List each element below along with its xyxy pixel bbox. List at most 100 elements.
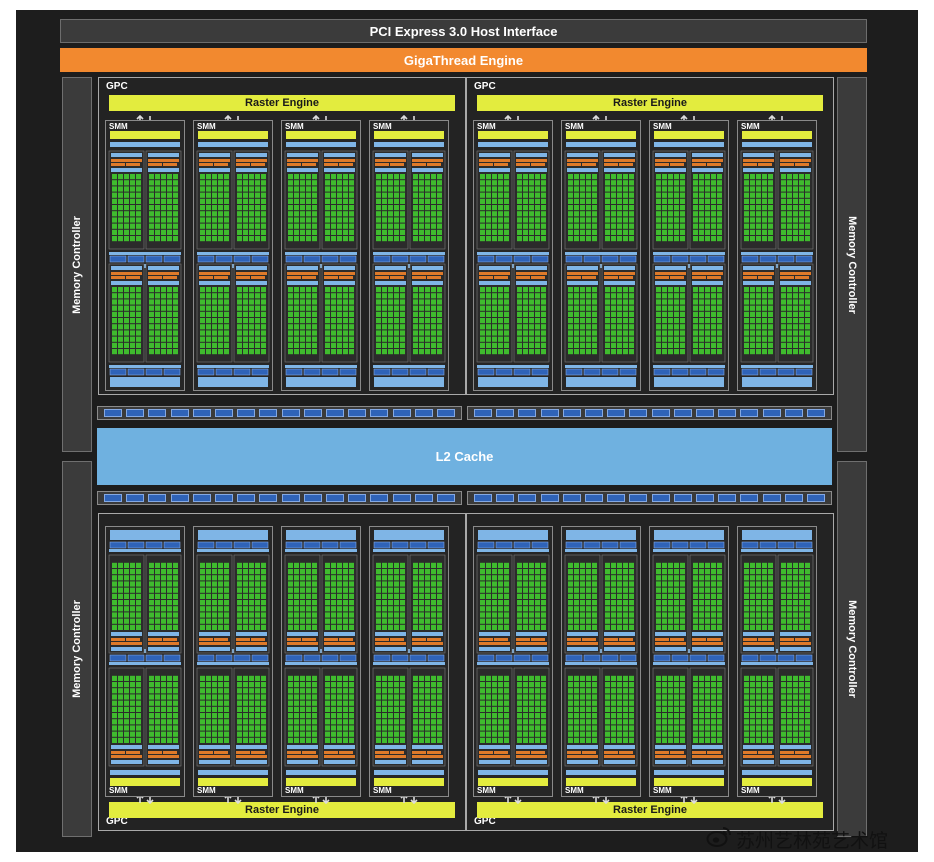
cuda-core	[793, 336, 798, 342]
cuda-core	[255, 593, 260, 599]
cuda-core	[617, 569, 622, 575]
cuda-core	[535, 293, 540, 299]
dispatch-unit	[236, 751, 250, 754]
cuda-core	[437, 236, 442, 242]
crossbar-link	[392, 494, 411, 502]
cuda-core	[167, 706, 172, 712]
cuda-core	[605, 618, 610, 624]
cuda-core	[300, 349, 305, 355]
cuda-core	[768, 349, 773, 355]
cuda-core	[394, 694, 399, 700]
cuda-core	[717, 713, 722, 719]
instruction-buffer	[324, 266, 355, 270]
cuda-core	[568, 311, 573, 317]
cuda-core	[243, 713, 248, 719]
cuda-core	[300, 287, 305, 293]
cuda-core	[112, 624, 117, 630]
cuda-core	[343, 349, 348, 355]
cuda-core	[331, 593, 336, 599]
cuda-core	[376, 700, 381, 706]
cuda-core	[592, 217, 597, 223]
shared-bus	[741, 662, 813, 665]
cuda-core	[799, 612, 804, 618]
cuda-core	[306, 713, 311, 719]
cuda-core	[568, 575, 573, 581]
cuda-core	[492, 688, 497, 694]
cuda-core	[118, 180, 123, 186]
instruction-cache	[566, 770, 636, 775]
cuda-core	[717, 324, 722, 330]
cuda-core	[218, 236, 223, 242]
dispatch-unit	[670, 638, 684, 641]
cuda-core	[306, 318, 311, 324]
cuda-core	[337, 192, 342, 198]
cuda-core	[711, 349, 716, 355]
cuda-core	[674, 700, 679, 706]
cuda-core	[762, 694, 767, 700]
cuda-core	[705, 324, 710, 330]
cuda-core	[541, 324, 546, 330]
cuda-core	[504, 217, 509, 223]
cuda-core	[261, 186, 266, 192]
cuda-core	[149, 349, 154, 355]
cuda-core	[218, 706, 223, 712]
cuda-core	[586, 600, 591, 606]
cuda-core	[586, 293, 591, 299]
cuda-core	[243, 198, 248, 204]
instruction-cache	[566, 142, 636, 147]
dispatch-unit	[795, 276, 809, 279]
tex-l1-cache	[374, 264, 444, 268]
cuda-core	[486, 186, 491, 192]
cuda-core	[674, 180, 679, 186]
cuda-core	[167, 600, 172, 606]
cuda-core	[249, 342, 254, 348]
cuda-core	[787, 311, 792, 317]
tex-l1-cache	[374, 377, 444, 381]
instruction-buffer	[655, 266, 686, 270]
cuda-core	[586, 217, 591, 223]
instruction-buffer	[375, 647, 406, 651]
dispatch-unit	[707, 751, 721, 754]
cuda-core	[744, 575, 749, 581]
cuda-core	[580, 612, 585, 618]
cuda-core	[124, 299, 129, 305]
cuda-core	[793, 305, 798, 311]
cuda-core	[249, 731, 254, 737]
instruction-cache	[286, 142, 356, 147]
cuda-core	[680, 342, 685, 348]
cuda-core	[592, 606, 597, 612]
cuda-core	[261, 737, 266, 743]
cuda-core	[173, 713, 178, 719]
polymorph-engine	[566, 778, 636, 786]
shared-memory	[742, 530, 812, 536]
cuda-core	[674, 624, 679, 630]
texture-unit	[671, 368, 689, 376]
cuda-core	[255, 612, 260, 618]
cuda-core	[541, 713, 546, 719]
warp-scheduler	[375, 755, 406, 758]
cuda-core	[161, 737, 166, 743]
cuda-core	[130, 299, 135, 305]
cuda-core	[656, 618, 661, 624]
cuda-core	[623, 575, 628, 581]
cuda-core	[586, 575, 591, 581]
cuda-core	[388, 719, 393, 725]
cuda-core	[255, 223, 260, 229]
cuda-core	[486, 575, 491, 581]
cuda-core	[382, 217, 387, 223]
cuda-core	[173, 324, 178, 330]
cuda-core	[756, 706, 761, 712]
cuda-core	[711, 217, 716, 223]
cuda-core	[605, 287, 610, 293]
cuda-core	[167, 229, 172, 235]
cuda-core	[492, 211, 497, 217]
cuda-core	[325, 299, 330, 305]
cuda-core	[805, 725, 810, 731]
cuda-core	[200, 330, 205, 336]
cuda-core	[674, 299, 679, 305]
warp-scheduler	[236, 642, 267, 645]
cuda-core	[781, 211, 786, 217]
cuda-core	[605, 719, 610, 725]
cuda-core	[388, 180, 393, 186]
instruction-buffer	[604, 266, 635, 270]
